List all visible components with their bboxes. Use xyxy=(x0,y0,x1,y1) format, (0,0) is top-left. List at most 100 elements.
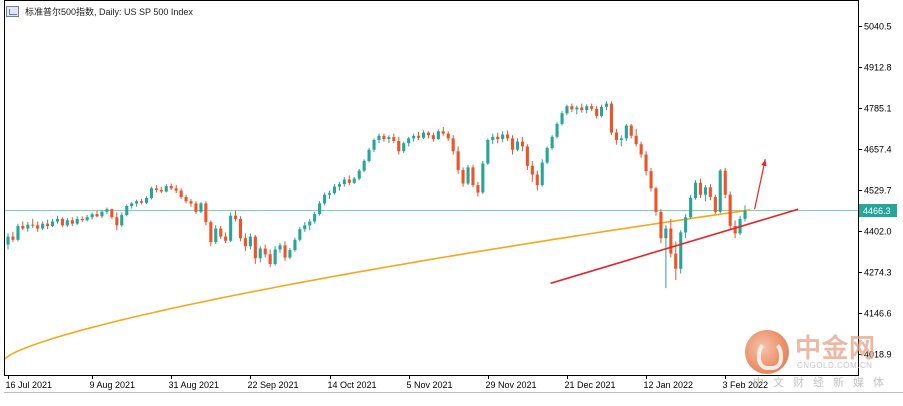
candle-body xyxy=(31,224,35,226)
candle-body xyxy=(733,226,737,234)
candle-body xyxy=(565,106,569,114)
candle-body xyxy=(387,137,391,139)
candle-body xyxy=(11,236,15,240)
candle-body xyxy=(318,203,322,214)
candle-body xyxy=(728,194,732,226)
candle-body xyxy=(194,203,198,212)
candle-body xyxy=(723,170,727,195)
candle-body xyxy=(224,236,228,241)
candle-body xyxy=(347,179,351,183)
candle-body xyxy=(634,135,638,145)
candle-body xyxy=(362,160,366,171)
candle-body xyxy=(412,135,416,139)
candle-body xyxy=(328,193,332,195)
candle-body xyxy=(120,215,124,226)
y-tick-label: 4785.1 xyxy=(864,104,892,114)
watermark-brand: 中金网 xyxy=(795,334,877,364)
candle-body xyxy=(431,135,435,140)
candle-body xyxy=(456,151,460,170)
candle-body xyxy=(342,179,346,185)
candle-body xyxy=(149,188,153,198)
candle-body xyxy=(703,187,707,195)
candle-body xyxy=(293,239,297,251)
candle-body xyxy=(159,189,163,192)
chart-title: 标准普尔500指数, Daily: US SP 500 Index xyxy=(25,6,193,17)
candle-body xyxy=(55,218,59,222)
x-tick-label: 12 Jan 2022 xyxy=(644,380,694,390)
current-price-label: 4466.3 xyxy=(863,206,891,216)
candle-body xyxy=(238,218,242,239)
candle-body xyxy=(169,186,173,189)
candle-body xyxy=(283,245,287,258)
y-tick-label: 4912.8 xyxy=(864,63,892,73)
candle-body xyxy=(609,103,613,133)
candle-body xyxy=(530,165,534,175)
candle-body xyxy=(506,134,510,139)
candle-body xyxy=(535,174,539,186)
candle-body xyxy=(674,253,678,269)
candle-body xyxy=(441,131,445,134)
candle-body xyxy=(501,134,505,139)
candle-body xyxy=(520,141,524,147)
candle-body xyxy=(229,215,233,241)
candle-body xyxy=(253,236,257,259)
candle-body xyxy=(308,221,312,226)
candle-body xyxy=(585,106,589,111)
candle-body xyxy=(145,198,149,203)
candle-body xyxy=(268,254,272,264)
support-trendline xyxy=(550,208,799,285)
candle-body xyxy=(85,217,89,221)
x-tick-layer: 16 Jul 2021 9 Aug 2021 31 Aug 2021 22 Sep 2… xyxy=(6,375,768,390)
candle-body xyxy=(496,136,500,140)
watermark: 中金网 CNGOLD.COM.CN 中文财经新媒体 xyxy=(745,328,895,394)
candle-body xyxy=(698,182,702,195)
candle-body xyxy=(605,103,609,107)
candle-body xyxy=(140,201,144,203)
candle-body xyxy=(708,187,712,197)
candle-body xyxy=(90,214,94,218)
candle-body xyxy=(41,223,45,229)
candle-body xyxy=(644,154,648,172)
candle-body xyxy=(486,140,490,164)
candle-body xyxy=(6,236,10,245)
candle-body xyxy=(95,214,99,217)
candle-body xyxy=(337,184,341,187)
candle-body xyxy=(659,211,663,239)
x-tick-label: 21 Dec 2021 xyxy=(565,380,616,390)
candle-body xyxy=(694,182,698,198)
candle-body xyxy=(70,220,74,224)
moving-average-layer xyxy=(3,209,751,361)
candle-body xyxy=(234,215,238,219)
candle-body xyxy=(115,217,119,226)
candle-body xyxy=(664,228,668,239)
x-tick-label: 22 Sep 2021 xyxy=(248,380,299,390)
candle-body xyxy=(550,136,554,149)
candle-body xyxy=(352,178,356,183)
watermark-logo-icon xyxy=(745,330,789,374)
candle-body xyxy=(382,135,386,139)
candle-body xyxy=(639,144,643,155)
candle-body xyxy=(26,224,30,229)
candles-layer xyxy=(6,101,747,289)
candle-body xyxy=(461,170,465,184)
candle-body xyxy=(743,210,747,219)
candle-body xyxy=(219,228,223,237)
y-tick-label: 4018.9 xyxy=(864,350,892,360)
candle-body xyxy=(629,125,633,136)
breakout-arrow-line xyxy=(754,159,766,210)
watermark-url: CNGOLD.COM.CN xyxy=(797,361,873,370)
candle-body xyxy=(100,211,104,217)
candle-body xyxy=(164,186,168,192)
candle-body xyxy=(555,123,559,137)
candle-body xyxy=(491,136,495,140)
current-price-badge xyxy=(859,204,897,217)
candle-body xyxy=(189,201,193,204)
candle-body xyxy=(154,188,158,190)
candle-body xyxy=(80,218,84,221)
candle-body xyxy=(105,209,109,212)
y-tick-label: 4529.7 xyxy=(864,186,892,196)
candle-body xyxy=(21,226,25,229)
candle-body xyxy=(540,162,544,186)
